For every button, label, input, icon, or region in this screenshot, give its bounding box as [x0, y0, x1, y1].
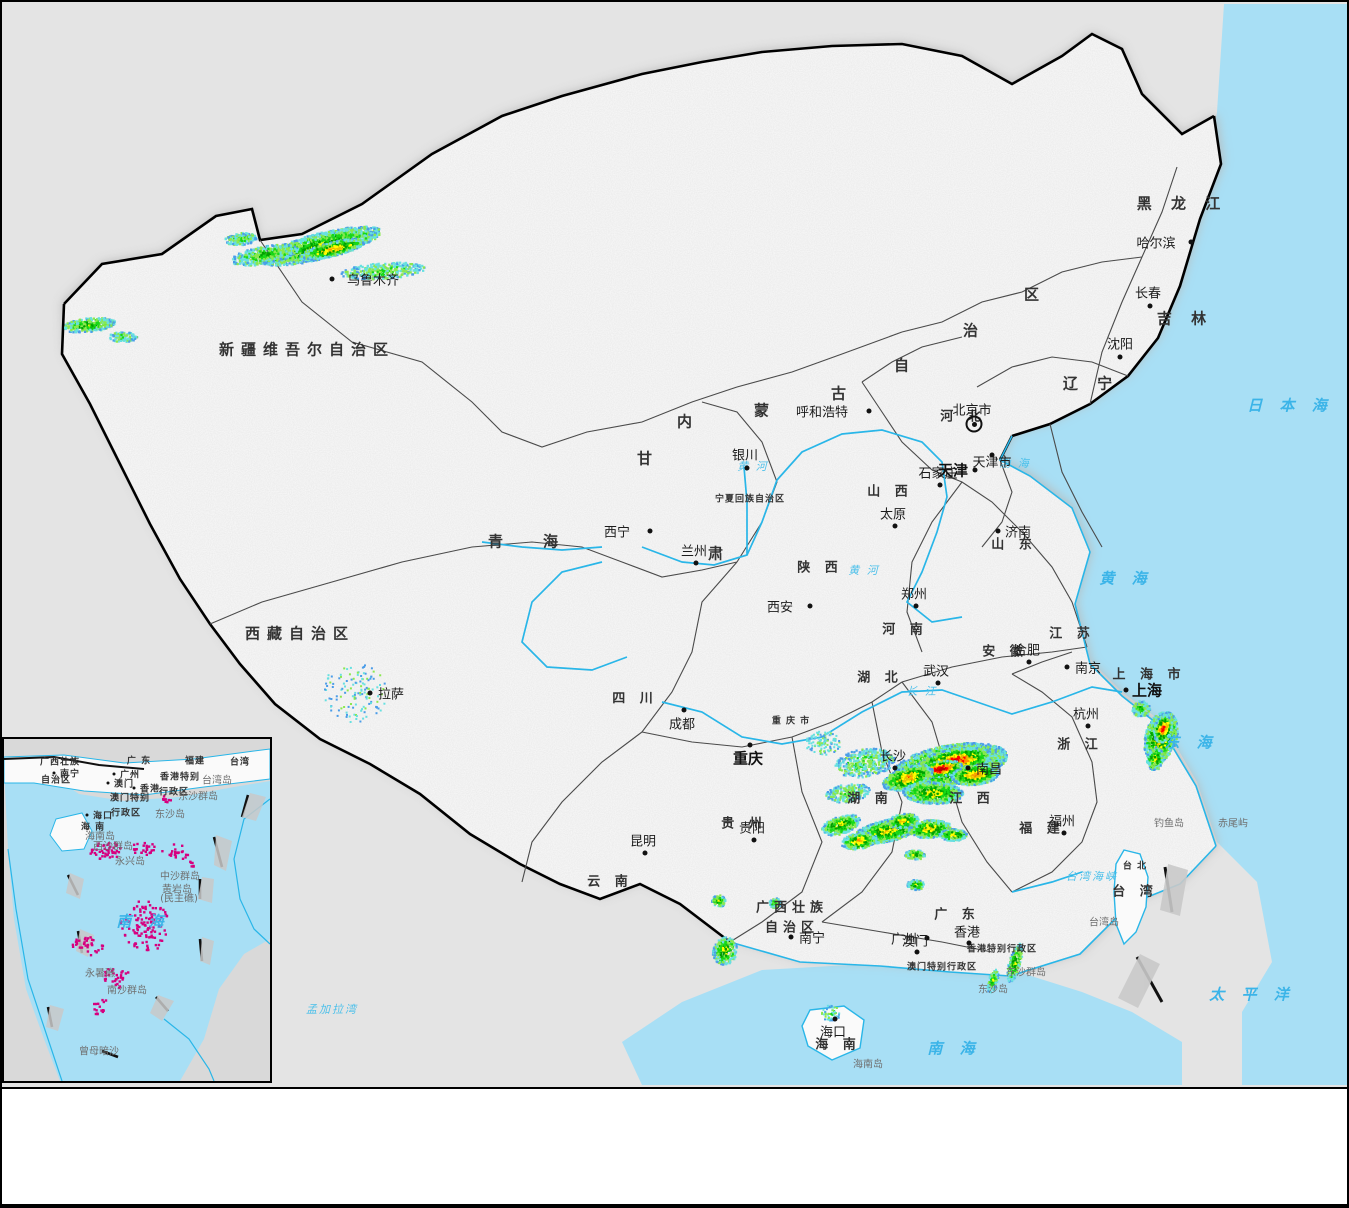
inset-graphics: [4, 739, 270, 1081]
city-marker-23: [367, 690, 373, 696]
city-marker-2: [1147, 303, 1153, 309]
national-border-north: [63, 32, 1215, 305]
national-border-southwest: [60, 303, 731, 944]
city-marker-7: [989, 452, 995, 458]
city-marker-24: [892, 765, 898, 771]
city-marker-14: [807, 603, 813, 609]
hainan-island: [801, 1005, 865, 1061]
rivers: [481, 429, 1123, 893]
inset-city-marker-0: [52, 771, 56, 775]
city-marker-4: [866, 408, 872, 414]
city-marker-18: [1123, 687, 1129, 693]
taiwan-island: [1113, 849, 1149, 946]
city-marker-28: [642, 850, 648, 856]
city-marker-15: [913, 603, 919, 609]
city-marker-22: [747, 742, 753, 748]
city-marker-21: [681, 707, 687, 713]
inset-city-marker-4: [85, 813, 89, 817]
city-marker-19: [1085, 723, 1091, 729]
inset-city-marker-2: [106, 781, 110, 785]
city-marker-31: [966, 940, 972, 946]
map-graphics: [2, 2, 1347, 1085]
city-marker-5: [744, 465, 750, 471]
city-marker-16: [1026, 659, 1032, 665]
capital-marker-beijing: [965, 415, 983, 433]
city-marker-9: [937, 482, 943, 488]
city-marker-33: [832, 1016, 838, 1022]
city-marker-0: [329, 276, 335, 282]
city-marker-12: [647, 528, 653, 534]
city-marker-13: [693, 560, 699, 566]
boundary-segment-shadows: [1118, 864, 1188, 1008]
city-marker-11: [995, 528, 1001, 534]
city-marker-30: [924, 935, 930, 941]
national-border-northeast: [1011, 115, 1223, 438]
city-marker-27: [751, 837, 757, 843]
city-marker-20: [935, 680, 941, 686]
city-marker-1: [1188, 239, 1194, 245]
inset-city-marker-3: [132, 786, 136, 790]
radar-echo-layer: [64, 225, 1179, 1022]
city-marker-8: [972, 467, 978, 473]
city-marker-3: [1117, 354, 1123, 360]
inset-island-markers: [71, 795, 195, 1016]
city-marker-17: [1064, 664, 1070, 670]
city-marker-10: [892, 523, 898, 529]
city-marker-32: [914, 949, 920, 955]
city-marker-25: [965, 765, 971, 771]
city-marker-26: [1061, 830, 1067, 836]
city-marker-29: [788, 934, 794, 940]
inset-city-marker-1: [112, 772, 116, 776]
legend-panel: 全国雷达拼图 [2026-01-17 01:48:00] [ 组合反射率 ] d…: [2, 1087, 1347, 1206]
south-china-sea-inset[interactable]: 广西壮族 自治区广 东福建 台湾 香港特别 行政区 澳门特别 行政区海 南南 海台湾岛 东沙群…: [2, 737, 272, 1083]
